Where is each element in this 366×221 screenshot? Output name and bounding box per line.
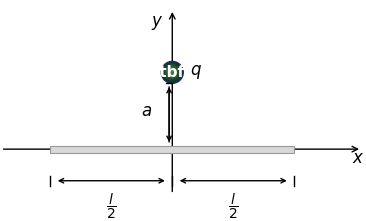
Circle shape — [162, 62, 182, 82]
Circle shape — [165, 65, 178, 78]
Bar — [51, 146, 294, 152]
Circle shape — [170, 70, 172, 72]
Circle shape — [169, 69, 173, 73]
Text: $x$: $x$ — [352, 149, 365, 167]
Circle shape — [164, 64, 180, 80]
Circle shape — [168, 69, 174, 74]
Circle shape — [161, 61, 183, 83]
Circle shape — [167, 67, 176, 76]
Text: \textbf{+}: \textbf{+} — [126, 65, 219, 80]
Text: $a$: $a$ — [141, 102, 153, 120]
Text: $\dfrac{l}{2}$: $\dfrac{l}{2}$ — [228, 192, 239, 221]
Text: $\dfrac{l}{2}$: $\dfrac{l}{2}$ — [106, 192, 117, 221]
Circle shape — [163, 63, 181, 81]
Text: $q$: $q$ — [190, 63, 202, 81]
Text: $y$: $y$ — [151, 14, 163, 32]
Circle shape — [168, 68, 175, 75]
Circle shape — [164, 65, 179, 79]
Circle shape — [166, 66, 177, 77]
